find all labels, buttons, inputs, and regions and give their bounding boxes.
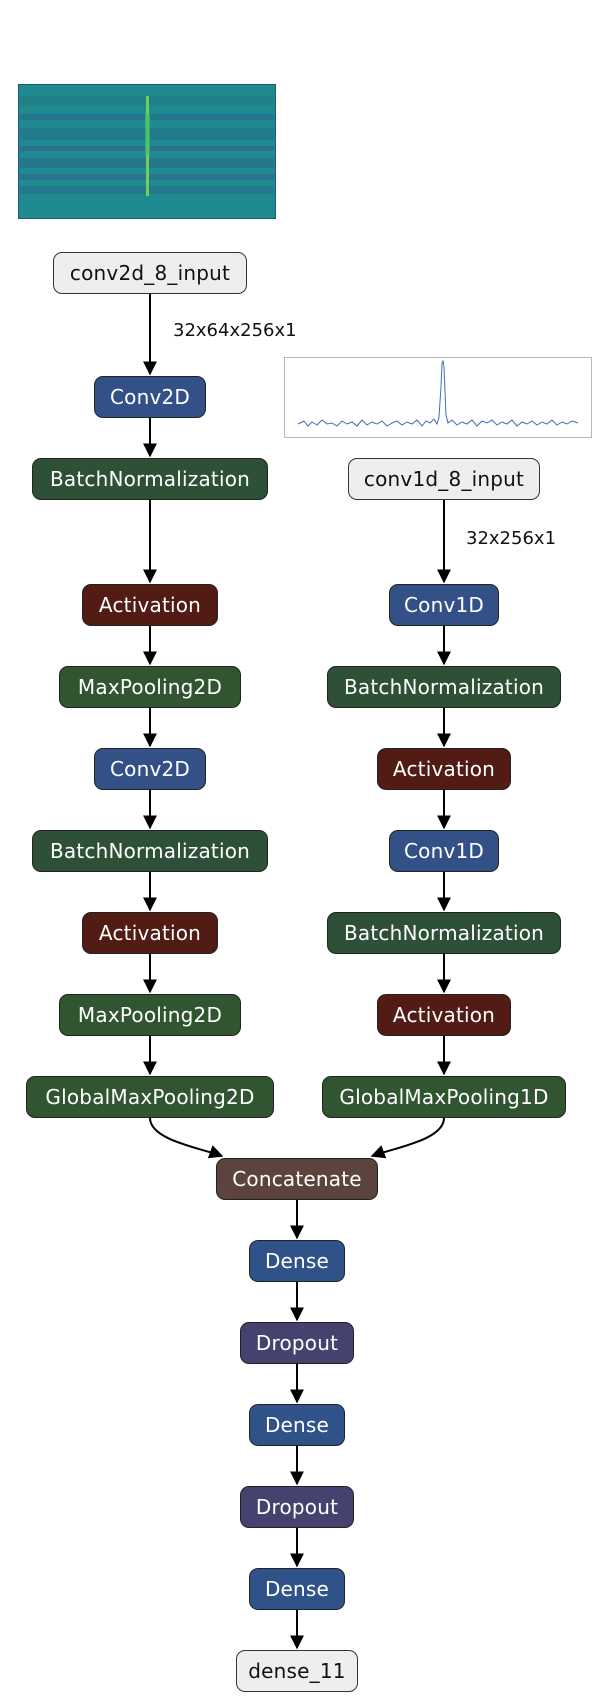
node-batchnorm-1d-2: BatchNormalization (327, 912, 561, 954)
node-global-maxpool2d: GlobalMaxPooling2D (26, 1076, 274, 1118)
node-dense-2: Dense (249, 1404, 345, 1446)
node-activation-2d-1: Activation (82, 584, 218, 626)
node-global-maxpool1d: GlobalMaxPooling1D (322, 1076, 566, 1118)
edge-label-2d-input-shape: 32x64x256x1 (173, 320, 297, 341)
node-maxpool2d-1: MaxPooling2D (59, 666, 241, 708)
node-output: dense_11 (236, 1650, 358, 1692)
node-dropout-2: Dropout (240, 1486, 354, 1528)
node-conv2d-input: conv2d_8_input (53, 252, 247, 294)
node-conv1d-2: Conv1D (389, 830, 499, 872)
edge-label-1d-input-shape: 32x256x1 (466, 528, 557, 549)
node-concatenate: Concatenate (216, 1158, 378, 1200)
node-batchnorm-1d-1: BatchNormalization (327, 666, 561, 708)
node-dense-1: Dense (249, 1240, 345, 1282)
node-batchnorm-2d-2: BatchNormalization (32, 830, 268, 872)
edge (149, 1117, 224, 1159)
edge (370, 1117, 445, 1159)
node-activation-2d-2: Activation (82, 912, 218, 954)
node-dropout-1: Dropout (240, 1322, 354, 1364)
node-batchnorm-2d-1: BatchNormalization (32, 458, 268, 500)
node-conv1d-input: conv1d_8_input (348, 458, 540, 500)
node-activation-1d-1: Activation (377, 748, 511, 790)
spectrogram-image (17, 83, 277, 220)
node-dense-3: Dense (249, 1568, 345, 1610)
node-conv1d-1: Conv1D (389, 584, 499, 626)
spectrum-plot-image (284, 357, 592, 438)
node-activation-1d-2: Activation (377, 994, 511, 1036)
node-conv2d-1: Conv2D (94, 376, 206, 418)
node-maxpool2d-2: MaxPooling2D (59, 994, 241, 1036)
node-conv2d-2: Conv2D (94, 748, 206, 790)
